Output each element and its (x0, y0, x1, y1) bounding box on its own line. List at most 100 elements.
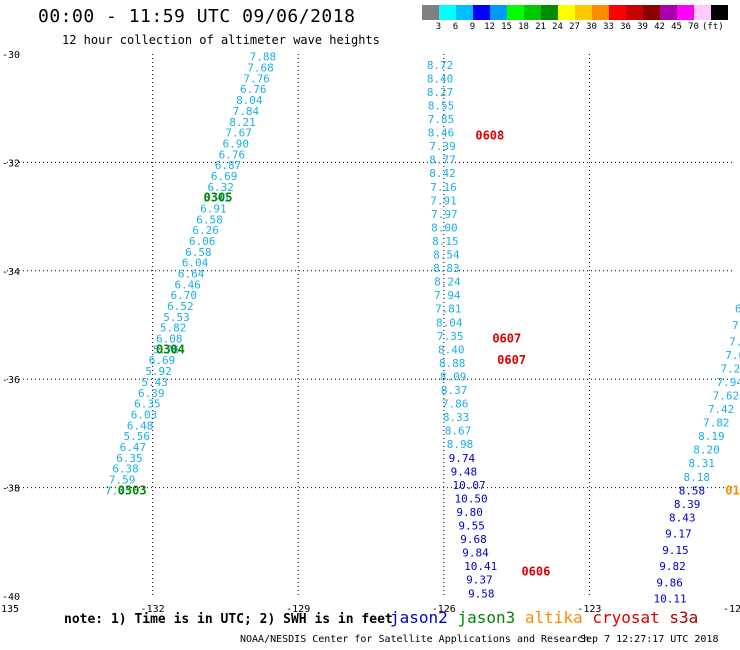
note-text: note: 1) Time is in UTC; 2) SWH is in fe… (64, 612, 393, 627)
swh-value-label: 6.04 (182, 257, 209, 270)
swh-value-label: 8.00 (431, 221, 458, 234)
swh-value-label: 8.19 (698, 430, 725, 443)
swh-value-label: 8.42 (429, 167, 456, 180)
colorbar-label: 36 (620, 22, 631, 32)
swh-value-label: 6.39 (138, 387, 165, 400)
colorbar-label: 42 (654, 22, 665, 32)
swh-value-label: 6.91 (200, 202, 227, 215)
swh-value-label: 8.83 (433, 262, 460, 275)
swh-value-label: 6.70 (171, 289, 198, 302)
swh-value-label: 7.59 (109, 473, 136, 486)
legend-item: jason3 (457, 608, 525, 627)
colorbar-swatch (575, 5, 592, 20)
pass-time-label: 0305 (204, 191, 233, 205)
swh-value-label: 8.15 (432, 235, 459, 248)
swh-value-label: 9.58 (468, 587, 495, 600)
swh-value-label: 6.35 (116, 452, 143, 465)
swh-value-label: 7.67 (225, 127, 252, 140)
colorbar-swatch (660, 5, 677, 20)
swh-value-label: 8.67 (445, 425, 472, 438)
legend-item: altika (524, 608, 593, 627)
footer-timestamp: Sep 7 12:27:17 UTC 2018 (580, 634, 719, 645)
swh-value-label: 7.27 (720, 362, 740, 375)
colorbar-swatch (643, 5, 660, 20)
swh-value-label: 7.85 (428, 113, 455, 126)
swh-value-label: 9.84 (462, 547, 489, 560)
swh-value-label: 6.48 (127, 419, 154, 432)
lat-tick-label: -30 (2, 50, 20, 61)
page-title: 00:00 - 11:59 UTC 09/06/2018 (38, 6, 356, 27)
swh-value-label: 9.68 (460, 533, 487, 546)
swh-value-label: 6.52 (167, 300, 194, 313)
swh-value-label: 7.05 (105, 484, 131, 497)
colorbar-label: 39 (637, 22, 648, 32)
swh-value-label: 9.15 (662, 544, 689, 557)
swh-value-label: 7.62 (713, 389, 740, 402)
colorbar-swatch (694, 5, 711, 20)
swh-value-label: 9.48 (451, 465, 478, 478)
swh-value-label: 9.55 (458, 520, 485, 533)
lon-tick-label: -126 (432, 604, 456, 615)
swh-value-label: 7.16 (430, 181, 457, 194)
swh-value-label: 6.76 (240, 83, 267, 96)
swh-value-label: 8.77 (429, 154, 456, 167)
swh-value-label: 8.39 (674, 498, 701, 511)
swh-value-label: 8.24 (434, 276, 461, 289)
swh-value-label: 8.04 (436, 316, 463, 329)
swh-value-label: 8.55 (428, 99, 455, 112)
colorbar-swatch (507, 5, 524, 20)
colorbar-swatch (422, 5, 439, 20)
pass-time-label: 0304 (156, 342, 185, 356)
swh-value-label: 8.88 (439, 357, 466, 370)
swh-value-label: 8.33 (443, 411, 470, 424)
colorbar-label: 30 (586, 22, 597, 32)
swh-value-label: 5.41 (204, 192, 231, 205)
swh-value-label: 7.35 (437, 330, 464, 343)
swh-value-label: 6.90 (222, 137, 249, 150)
swh-value-label: 8.21 (229, 116, 256, 129)
pass-time-label: 0608 (475, 128, 504, 142)
swh-value-label: 6.76 (219, 148, 246, 161)
colorbar-swatch (524, 5, 541, 20)
swh-value-label: 6.87 (215, 159, 242, 172)
colorbar-label: 9 (469, 22, 476, 32)
lat-tick-label: -32 (2, 158, 20, 169)
colorbar-label: 6 (452, 22, 459, 32)
lat-tick-label: -38 (2, 484, 20, 495)
swh-value-label: 9.80 (456, 506, 483, 519)
pass-time-label: 0607 (497, 353, 526, 367)
colorbar-label: 21 (535, 22, 546, 32)
swh-value-label: 7.84 (233, 105, 260, 118)
swh-value-label: 7.88 (250, 51, 277, 64)
colorbar-label: 27 (569, 22, 580, 32)
colorbar-label: 33 (603, 22, 614, 32)
lon-tick-label: -129 (286, 604, 310, 615)
swh-value-label: 6.38 (112, 463, 139, 476)
swh-value-label: 5.82 (160, 322, 187, 335)
swh-value-label: 7.97 (431, 208, 458, 221)
swh-value-label: 8.98 (447, 438, 474, 451)
swh-value-label: 8.31 (688, 457, 715, 470)
colorbar-swatch (558, 5, 575, 20)
swh-value-label: 10.07 (453, 479, 486, 492)
swh-value-label: 6.06 (189, 235, 216, 248)
swh-value-label: 7.76 (243, 72, 270, 85)
swh-value-label: 8.20 (693, 444, 720, 457)
swh-value-label: 10.50 (454, 492, 487, 505)
swh-value-label: 8.27 (427, 86, 454, 99)
swh-value-label: 8.43 (669, 511, 696, 524)
swh-value-label: 7.81 (435, 303, 462, 316)
colorbar-label: 70 (688, 22, 699, 32)
swh-value-label: 6.47 (120, 441, 147, 454)
swh-value-label: 9.17 (665, 528, 692, 541)
swh-value-label: 8.46 (428, 127, 455, 140)
swh-value-label: 7.42 (708, 403, 735, 416)
pass-time-label: 0607 (492, 332, 521, 346)
swh-value-label: 7.82 (703, 417, 730, 430)
swh-value-label: 8.54 (433, 249, 460, 262)
swh-value-label: 7.68 (247, 62, 273, 75)
swh-value-label: 5.92 (145, 365, 172, 378)
colorbar-swatch (609, 5, 626, 20)
colorbar-swatch (439, 5, 456, 20)
swh-value-label: 8.72 (427, 59, 454, 72)
